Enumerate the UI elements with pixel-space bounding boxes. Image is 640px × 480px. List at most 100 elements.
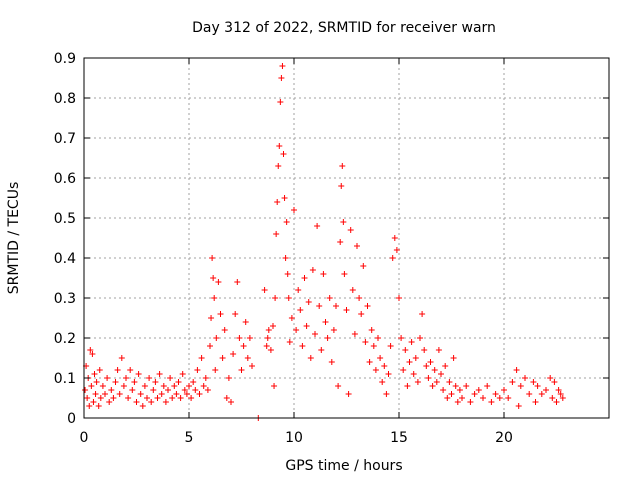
data-point [162,399,169,405]
data-point [265,327,272,333]
data-point [133,399,140,405]
data-point [221,327,228,333]
data-point [225,375,232,381]
data-point [118,355,125,361]
data-point [452,383,459,389]
data-point [271,383,278,389]
data-point [135,371,142,377]
data-point [146,375,153,381]
data-point [275,163,282,169]
data-point [91,371,98,377]
data-point [509,379,516,385]
data-point [530,379,537,385]
y-tick-label: 0.3 [54,291,76,307]
data-point [217,311,224,317]
data-point [406,359,413,365]
data-point [318,347,325,353]
data-point [299,343,306,349]
data-point [276,143,283,149]
data-point [337,239,344,245]
data-point [526,391,533,397]
data-point [104,375,111,381]
data-point [442,363,449,369]
y-tick-label: 0.9 [54,51,76,67]
data-point [372,367,379,373]
data-point [219,355,226,361]
data-point [480,395,486,401]
data-point [129,387,136,393]
plot-frame [83,57,610,419]
data-point [354,243,360,249]
data-point [398,335,405,341]
data-point [137,391,144,397]
data-point [381,363,388,369]
data-point [169,395,176,401]
data-point [309,267,316,273]
data-point [362,339,369,345]
data-point [339,163,346,169]
data-point [263,343,270,349]
y-axis-ticks: 0 0.1 0.2 0.3 0.4 0.5 0.6 0.7 0.8 0.9 [54,51,609,427]
data-point [127,367,134,373]
data-point [389,255,396,261]
data-point [272,295,279,301]
data-point [322,319,329,325]
y-tick-label: 0.4 [54,251,76,267]
data-point [414,379,421,385]
data-point [208,315,215,321]
data-point [295,287,302,293]
data-point [154,395,161,401]
data-point [456,387,463,393]
data-point [307,355,314,361]
data-point [343,307,350,313]
data-point [364,303,371,309]
data-point [95,403,102,409]
data-point [108,387,115,393]
data-point [281,195,288,201]
data-point [379,379,386,385]
data-point [196,391,203,397]
data-point [463,383,470,389]
data-point [200,383,207,389]
data-point [324,335,331,341]
data-point [106,399,113,405]
x-axis-ticks: 0 5 10 15 20 [80,58,513,446]
data-point [293,327,300,333]
data-point [410,371,417,377]
data-point [286,339,293,345]
data-point [314,223,321,229]
data-point [555,387,562,393]
data-point [454,399,461,405]
data-point [429,383,436,389]
y-tick-label: 0.8 [54,91,76,107]
data-point [349,287,356,293]
data-point [202,375,209,381]
data-point [492,391,499,397]
data-point [303,323,310,329]
data-point [356,295,363,301]
data-point [335,383,342,389]
data-point [167,375,174,381]
data-point [366,359,373,365]
data-point [316,303,323,309]
data-point [385,371,392,377]
data-point [330,327,337,333]
data-point [213,335,220,341]
data-point [412,355,419,361]
x-tick-label: 20 [495,430,513,446]
data-point [358,311,365,317]
data-point [433,379,440,385]
data-point [435,347,442,353]
data-point [360,263,367,269]
data-point [320,271,327,277]
data-point [204,387,211,393]
data-point [285,295,292,301]
data-point [421,347,428,353]
data-point [215,279,222,285]
data-point [383,391,390,397]
data-point [90,399,97,405]
data-point [102,391,108,397]
data-point [419,311,426,317]
data-point [326,295,333,301]
